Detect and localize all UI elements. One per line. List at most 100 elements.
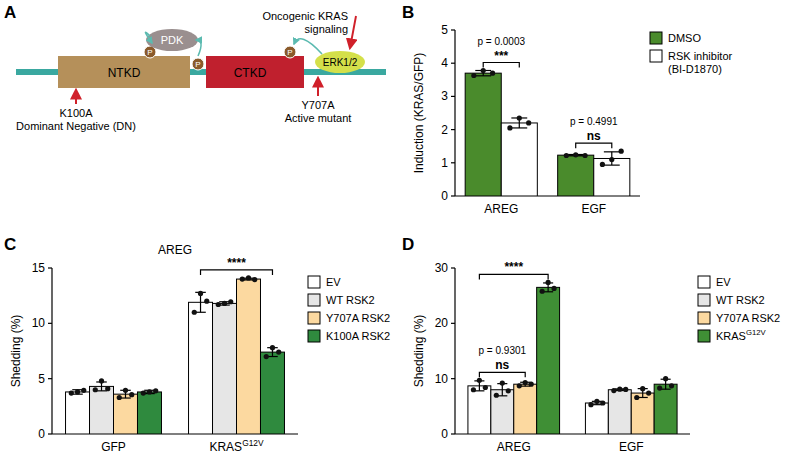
panel-letter: D <box>402 235 414 254</box>
legend-swatch <box>308 312 320 324</box>
y-tick-label: 20 <box>435 316 449 330</box>
data-point <box>490 71 495 76</box>
error-cap <box>511 127 527 128</box>
data-point <box>129 392 134 397</box>
y-axis <box>51 268 52 434</box>
chart-panel: B012345Induction (KRAS/GFP)AREGEGFDMSORS… <box>402 3 733 216</box>
bar <box>558 155 594 196</box>
panel-letter: B <box>402 3 414 22</box>
legend-label: KRASG12V <box>716 328 766 342</box>
x-tick-label: KRASG12V <box>209 438 264 454</box>
bar <box>189 302 213 434</box>
y-tick <box>451 323 455 324</box>
data-point <box>600 400 605 405</box>
data-point <box>471 73 476 78</box>
y-tick <box>451 433 455 434</box>
data-point <box>646 390 651 395</box>
bar <box>237 279 261 434</box>
significance-label: **** <box>504 260 523 274</box>
data-point <box>123 388 128 393</box>
mutation-effect: Dominant Negative (DN) <box>16 120 136 132</box>
data-point <box>246 275 251 280</box>
legend-label: WT RSK2 <box>326 294 375 306</box>
legend-swatch <box>650 50 662 62</box>
domain-label: NTKD <box>108 66 141 80</box>
data-point <box>494 393 499 398</box>
data-point <box>517 115 522 120</box>
marks <box>66 275 285 434</box>
data-point <box>617 387 622 392</box>
bar <box>654 384 677 434</box>
p-value: p = 0.9301 <box>479 345 527 356</box>
mutation-label: K100A <box>59 107 93 119</box>
y-tick-label: 30 <box>435 261 449 275</box>
data-point <box>663 376 668 381</box>
figure: ANTKDCTKDPPPPDKERK1/2K100ADominant Negat… <box>0 0 790 466</box>
data-point <box>588 402 593 407</box>
arrow <box>145 32 152 43</box>
legend-swatch <box>650 32 662 44</box>
y-tick <box>451 378 455 379</box>
significance-label: ns <box>495 358 509 372</box>
chart-title: AREG <box>158 243 192 257</box>
legend: EVWT RSK2Y707A RSK2K100A RSK2 <box>308 276 390 342</box>
bar <box>501 123 537 196</box>
data-point <box>657 385 662 390</box>
ctkd-domain <box>206 56 304 88</box>
data-point <box>252 277 257 282</box>
error-cap <box>475 75 491 76</box>
kinase-label: ERK1/2 <box>323 57 358 68</box>
phospho-site <box>192 58 204 70</box>
y-tick-label: 10 <box>32 316 46 330</box>
data-point <box>477 378 482 383</box>
legend-swatch <box>698 276 710 288</box>
legend-label: Y707A RSK2 <box>326 312 390 324</box>
legend-swatch <box>308 294 320 306</box>
significance-bracket <box>201 270 273 275</box>
legend-label: Y707A RSK2 <box>716 312 780 324</box>
significance-bracket <box>479 372 525 377</box>
data-point <box>141 390 146 395</box>
y-tick-label: 2 <box>441 123 448 137</box>
data-point <box>93 387 98 392</box>
data-point <box>640 386 645 391</box>
phospho-label: P <box>195 60 200 69</box>
data-point <box>147 389 152 394</box>
data-point <box>582 153 587 158</box>
data-point <box>526 120 531 125</box>
y-tick <box>48 378 52 379</box>
signal-arrow <box>350 16 356 48</box>
data-point <box>634 395 639 400</box>
y-tick <box>451 29 455 30</box>
chart-panel: C051015Shedding (%)AREGGFPKRASG12VEVWT R… <box>4 235 390 454</box>
data-point <box>117 395 122 400</box>
data-point <box>471 387 476 392</box>
data-point <box>99 378 104 383</box>
data-point <box>69 390 74 395</box>
significance-bracket <box>483 63 519 68</box>
data-point <box>573 152 578 157</box>
data-point <box>216 302 221 307</box>
phospho-label: P <box>147 48 152 57</box>
significance-label: *** <box>494 49 508 63</box>
arrow <box>294 39 322 54</box>
data-point <box>619 149 624 154</box>
y-tick <box>451 63 455 64</box>
input-label: Oncogenic KRAS <box>262 10 348 22</box>
data-point <box>546 280 551 285</box>
legend-label: EV <box>716 276 731 288</box>
legend-label: EV <box>326 276 341 288</box>
bar <box>114 394 138 434</box>
y-tick-label: 5 <box>441 23 448 37</box>
mutation-label: Y707A <box>301 99 335 111</box>
phospho-site <box>284 46 296 58</box>
y-tick-label: 5 <box>38 372 45 386</box>
y-tick-label: 1 <box>441 156 448 170</box>
y-tick <box>451 162 455 163</box>
y-tick <box>451 129 455 130</box>
legend-swatch <box>308 276 320 288</box>
marks <box>465 68 630 196</box>
legend: DMSORSK inhibitor(BI-D1870) <box>650 32 733 75</box>
y-tick-label: 15 <box>32 261 46 275</box>
phospho-label: P <box>287 48 292 57</box>
